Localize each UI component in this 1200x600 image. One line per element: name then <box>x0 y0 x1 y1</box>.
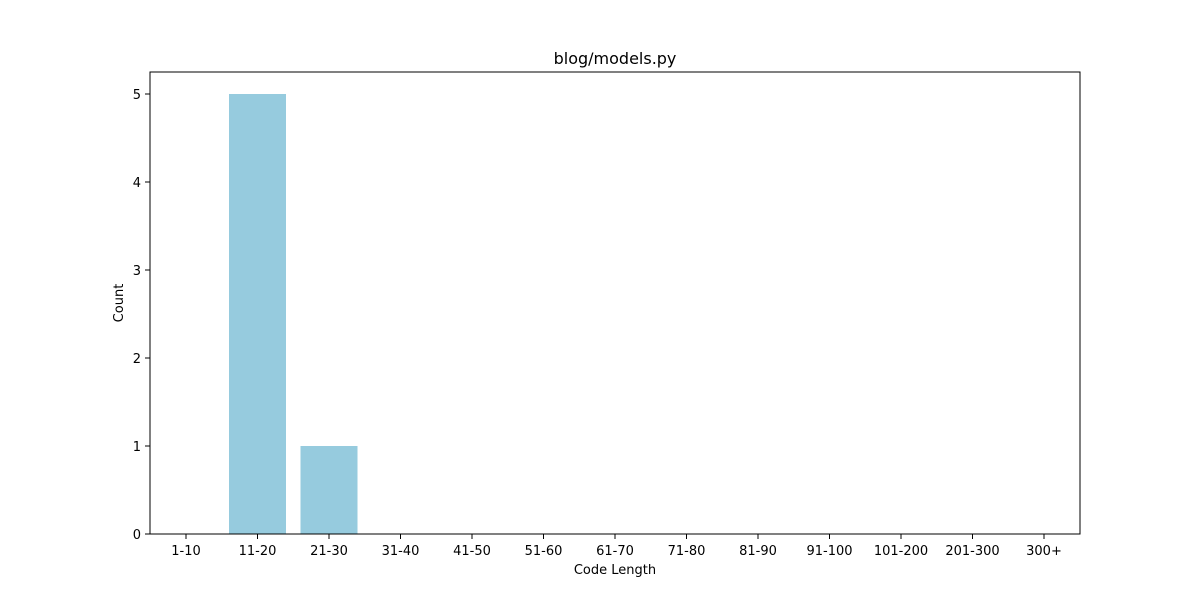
y-tick-label: 3 <box>133 264 141 279</box>
x-tick-label: 21-30 <box>310 544 348 559</box>
y-tick-label: 4 <box>133 176 141 191</box>
plot-area-frame <box>149 71 1081 535</box>
x-tick-label: 61-70 <box>596 544 634 559</box>
x-tick-label: 71-80 <box>668 544 706 559</box>
x-tick-label: 41-50 <box>453 544 491 559</box>
x-tick-label: 51-60 <box>525 544 563 559</box>
x-axis-ticks: 1-10 11-20 21-30 31-40 41-50 51-60 61-70 71-80 8… <box>171 534 1062 559</box>
x-axis-label: Code Length <box>574 563 656 578</box>
bars-group <box>229 94 358 534</box>
x-tick-label: 31-40 <box>382 544 420 559</box>
x-tick-label: 300+ <box>1026 544 1062 559</box>
y-tick-label: 0 <box>133 528 141 543</box>
x-tick-label: 201-300 <box>945 544 999 559</box>
x-tick-label: 1-10 <box>171 544 201 559</box>
bar-11-20 <box>229 94 286 534</box>
x-tick-label: 11-20 <box>239 544 277 559</box>
y-tick-label: 1 <box>133 440 141 455</box>
y-tick-label: 5 <box>133 88 141 103</box>
y-axis-label: Count <box>112 284 127 323</box>
chart-title: blog/models.py <box>554 49 677 68</box>
x-tick-label: 101-200 <box>874 544 928 559</box>
y-axis-ticks: 0 1 2 3 4 5 <box>133 88 150 543</box>
y-tick-label: 2 <box>133 352 141 367</box>
bar-21-30 <box>300 446 358 534</box>
x-tick-label: 91-100 <box>806 544 852 559</box>
x-tick-label: 81-90 <box>739 544 777 559</box>
